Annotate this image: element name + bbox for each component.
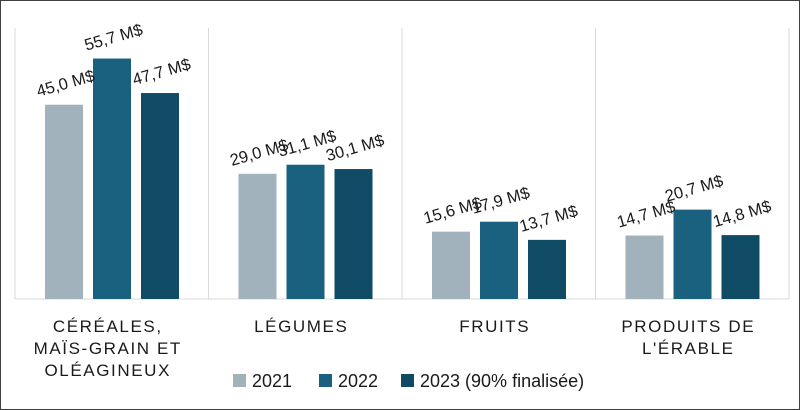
bar [480, 221, 518, 299]
bars [45, 58, 760, 300]
legend-label: 2023 (90% finalisée) [420, 371, 584, 391]
category-label: LÉGUMES [254, 317, 348, 336]
bar [93, 58, 131, 300]
bar [432, 231, 470, 299]
gridlines [14, 28, 790, 300]
bar [721, 235, 760, 299]
legend-swatch [319, 374, 332, 387]
bar [673, 209, 712, 299]
data-label: 45,0 M$ [34, 67, 96, 101]
bar [528, 239, 566, 299]
bar [141, 93, 179, 299]
data-label: 17,9 M$ [469, 184, 531, 218]
category-label: PRODUITS DE L'ÉRABLE [621, 317, 755, 358]
bar [286, 164, 325, 299]
data-label: 14,8 M$ [711, 197, 773, 231]
legend: 2021 2022 2023 (90% finalisée) [233, 371, 584, 391]
legend-swatch [233, 374, 246, 387]
bar [625, 235, 664, 299]
bar [334, 169, 373, 299]
bar [45, 104, 83, 299]
legend-swatch [401, 374, 414, 387]
bar [238, 173, 277, 299]
category-label: FRUITS [459, 317, 530, 336]
data-label: 20,7 M$ [663, 172, 725, 206]
legend-label: 2022 [338, 371, 378, 391]
category-labels: CÉRÉALES, MAÏS-GRAIN ET OLÉAGINEUX LÉGUMES F… [34, 317, 755, 380]
legend-label: 2021 [252, 371, 292, 391]
data-label: 47,7 M$ [130, 55, 192, 89]
data-label: 13,7 M$ [517, 202, 579, 236]
category-label: CÉRÉALES, MAÏS-GRAIN ET OLÉAGINEUX [34, 317, 182, 380]
data-label: 55,7 M$ [82, 21, 144, 55]
